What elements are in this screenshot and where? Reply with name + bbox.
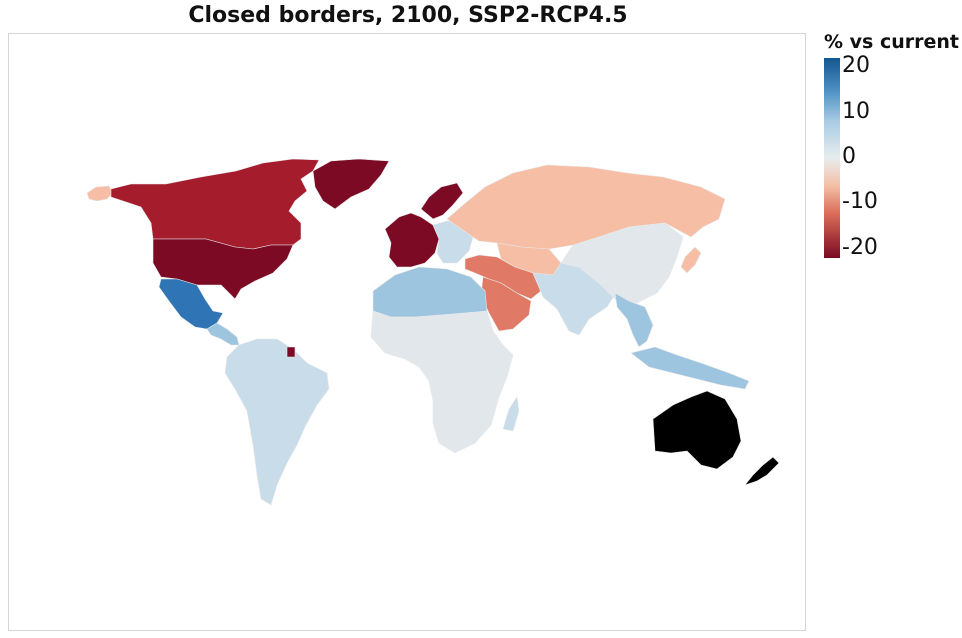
region-australia[interactable] <box>652 390 742 470</box>
region-japan[interactable] <box>680 246 702 274</box>
region-french-guiana[interactable] <box>286 346 296 358</box>
map-title: Closed borders, 2100, SSP2-RCP4.5 <box>188 3 628 28</box>
region-south-america[interactable] <box>224 338 330 506</box>
region-scandinavia[interactable] <box>420 182 464 220</box>
legend-tick-label: 10 <box>842 98 870 124</box>
region-united-states[interactable] <box>152 238 294 300</box>
region-greenland[interactable] <box>312 158 390 210</box>
region-madagascar[interactable] <box>502 396 520 432</box>
region-western-europe[interactable] <box>384 212 440 268</box>
legend-gradient-rect <box>824 58 840 258</box>
legend-tick-label: -20 <box>842 234 878 260</box>
region-russia[interactable] <box>446 164 726 250</box>
region-north-africa[interactable] <box>372 266 488 318</box>
region-new-zealand[interactable] <box>744 456 780 486</box>
region-canada[interactable] <box>110 158 320 250</box>
world-map <box>86 158 780 506</box>
legend-title: % vs current <box>824 31 959 53</box>
map-frame <box>8 33 806 631</box>
region-indonesia[interactable] <box>630 346 750 390</box>
region-mexico[interactable] <box>158 278 224 330</box>
region-china-mongolia[interactable] <box>560 222 684 304</box>
region-sub-saharan-africa[interactable] <box>370 310 514 454</box>
region-alaska[interactable] <box>86 185 114 202</box>
legend-tick-label: 0 <box>842 144 856 169</box>
legend-color-bar <box>824 58 840 258</box>
legend-tick-label: 20 <box>842 53 870 79</box>
region-turkey-iran[interactable] <box>464 254 542 300</box>
legend-tick-label: -10 <box>842 189 878 215</box>
region-southeast-asia[interactable] <box>614 292 654 348</box>
region-central-america[interactable] <box>206 322 240 346</box>
